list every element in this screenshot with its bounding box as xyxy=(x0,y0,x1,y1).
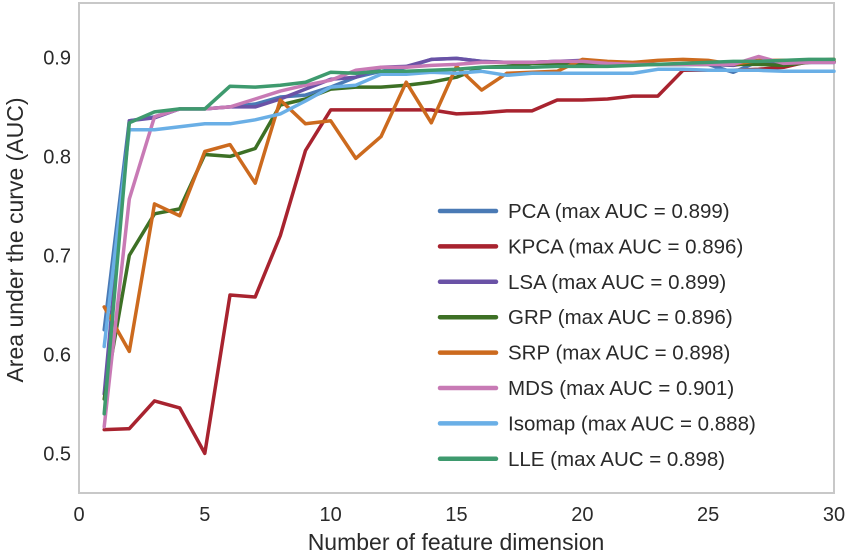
x-tick-label: 30 xyxy=(823,504,845,526)
x-tick-label: 15 xyxy=(445,504,467,526)
legend-label-grp: GRP (max AUC = 0.896) xyxy=(508,306,733,329)
series-line-isomap xyxy=(102,67,836,349)
y-tick-label: 0.9 xyxy=(43,47,71,69)
y-tick-label: 0.8 xyxy=(43,146,71,168)
legend-label-pca: PCA (max AUC = 0.899) xyxy=(508,200,730,223)
legend-label-mds: MDS (max AUC = 0.901) xyxy=(508,377,734,400)
series-layer xyxy=(102,54,836,456)
x-tick-label: 25 xyxy=(697,504,719,526)
legend-label-isomap: Isomap (max AUC = 0.888) xyxy=(508,412,756,435)
x-axis-title: Number of feature dimension xyxy=(308,529,605,555)
legend-label-kpca: KPCA (max AUC = 0.896) xyxy=(508,235,743,258)
x-tick-label: 0 xyxy=(73,504,84,526)
series-line-mds xyxy=(102,54,836,429)
x-tick-label: 10 xyxy=(320,504,342,526)
legend: PCA (max AUC = 0.899) KPCA (max AUC = 0.8… xyxy=(437,200,756,471)
y-tick-label: 0.6 xyxy=(43,344,71,366)
x-tick-label: 5 xyxy=(199,504,210,526)
legend-label-lsa: LSA (max AUC = 0.899) xyxy=(508,271,726,294)
series-line-lle xyxy=(102,57,836,416)
y-tick-label: 0.5 xyxy=(43,443,71,465)
legend-label-srp: SRP (max AUC = 0.898) xyxy=(508,342,730,365)
ticks-layer: 0 5 10 15 20 25 30 0.5 0.6 0.7 0.8 0.9 xyxy=(43,47,845,526)
x-tick-label: 20 xyxy=(571,504,593,526)
legend-label-lle: LLE (max AUC = 0.898) xyxy=(508,448,725,471)
y-tick-label: 0.7 xyxy=(43,245,71,267)
y-axis-title: Area under the curve (AUC) xyxy=(2,97,28,382)
